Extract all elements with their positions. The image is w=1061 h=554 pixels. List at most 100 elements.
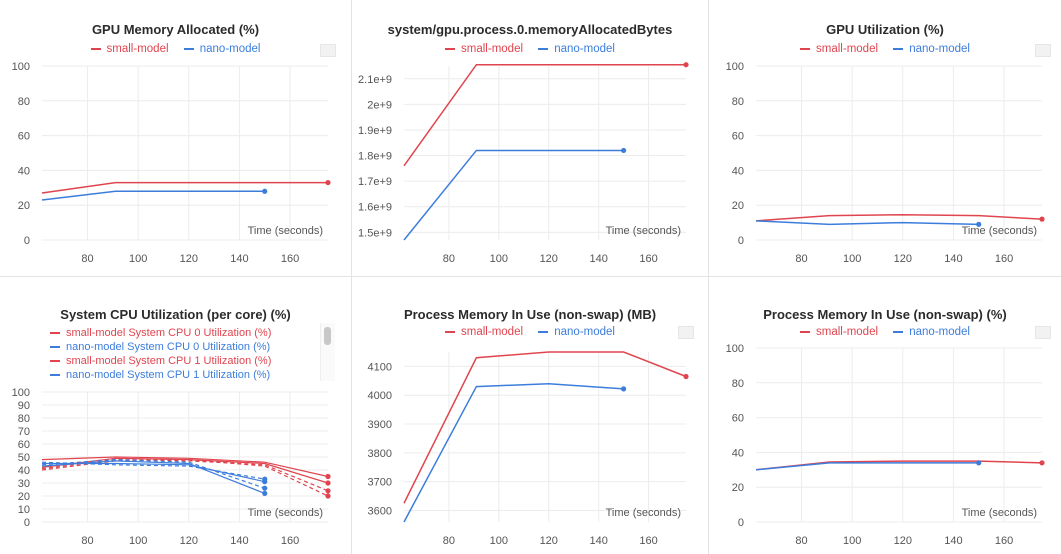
legend-toggle-box[interactable]	[678, 326, 694, 339]
y-tick-label: 0	[738, 235, 744, 247]
panel-title: System CPU Utilization (per core) (%)	[60, 307, 291, 322]
panel-gpu-utilization[interactable]: GPU Utilization (%) small-model nano-mod…	[709, 0, 1061, 277]
legend: small-model nano-model	[709, 326, 1061, 338]
y-tick-label: 30	[18, 478, 30, 490]
x-tick-label: 160	[995, 535, 1013, 547]
legend-item-red[interactable]: small-model	[800, 43, 878, 55]
y-tick-label: 4100	[368, 361, 392, 373]
series-end-point	[262, 476, 268, 482]
panel-process-memory-percent[interactable]: Process Memory In Use (non-swap) (%) sma…	[709, 277, 1061, 554]
series-end-point	[325, 488, 331, 494]
cpu-legend-row[interactable]: nano-model System CPU 1 Utilization (%)	[50, 368, 271, 382]
series-line	[41, 456, 329, 478]
y-tick-label: 40	[732, 165, 744, 177]
panel-title: Process Memory In Use (non-swap) (%)	[763, 307, 1007, 322]
panel-system-cpu-utilization[interactable]: System CPU Utilization (per core) (%)	[0, 277, 352, 554]
panel-title: Process Memory In Use (non-swap) (MB)	[403, 307, 657, 322]
x-tick-label: 120	[180, 253, 198, 265]
legend-label: nano-model	[554, 326, 615, 338]
legend-toggle-box[interactable]	[320, 44, 336, 57]
series-end-point	[621, 386, 627, 392]
y-tick-label: 1.8e+9	[358, 151, 392, 163]
series-end-point	[1039, 460, 1045, 466]
series-end-point	[262, 490, 268, 496]
y-tick-label: 80	[732, 378, 744, 390]
x-tick-label: 100	[490, 253, 508, 265]
y-tick-label: 60	[732, 413, 744, 425]
legend-item-blue[interactable]: nano-model	[538, 326, 615, 338]
legend-toggle-box[interactable]	[1035, 44, 1051, 57]
legend-label: nano-model System CPU 0 Utilization (%)	[66, 341, 271, 353]
series-end-point	[325, 480, 331, 486]
x-tick-label: 140	[589, 253, 607, 265]
panel-title: GPU Utilization (%)	[826, 22, 944, 37]
legend-toggle-box[interactable]	[1035, 326, 1051, 339]
legend-item-red[interactable]: small-model	[800, 326, 878, 338]
cpu-legend-row[interactable]: small-model System CPU 0 Utilization (%)	[50, 326, 271, 340]
x-tick-label: 100	[843, 535, 861, 547]
y-tick-label: 20	[732, 482, 744, 494]
y-tick-label: 80	[732, 96, 744, 108]
x-tick-label: 120	[540, 253, 558, 265]
x-tick-label: 120	[540, 535, 558, 547]
series-end-point	[1039, 216, 1045, 222]
x-axis-label: Time (seconds)	[248, 225, 323, 237]
legend: small-model nano-model	[0, 43, 351, 55]
x-tick-label: 80	[443, 535, 455, 547]
y-tick-label: 1.6e+9	[358, 202, 392, 214]
x-axis-label: Time (seconds)	[606, 225, 681, 237]
y-tick-label: 60	[732, 131, 744, 143]
cpu-legend-row[interactable]: small-model System CPU 1 Utilization (%)	[50, 354, 271, 368]
y-tick-label: 20	[732, 200, 744, 212]
series-end-point	[262, 485, 268, 491]
series-end-point	[976, 221, 982, 227]
legend-item-red[interactable]: small-model	[445, 43, 523, 55]
x-tick-label: 160	[281, 535, 299, 547]
y-tick-label: 2.1e+9	[358, 74, 392, 86]
y-tick-label: 4000	[368, 390, 392, 402]
legend-item-blue[interactable]: nano-model	[183, 43, 261, 55]
legend-label: nano-model	[199, 43, 261, 55]
cpu-legend-row[interactable]: nano-model System CPU 0 Utilization (%)	[50, 340, 271, 354]
y-tick-label: 3800	[368, 448, 392, 460]
legend-item-red[interactable]: small-model	[90, 43, 169, 55]
legend-item-red[interactable]: small-model	[445, 326, 523, 338]
series-line	[755, 220, 979, 226]
series-end-point	[325, 473, 331, 480]
panel-gpu-memory-allocated[interactable]: GPU Memory Allocated (%) small-model nan…	[0, 0, 352, 277]
legend-scroll-thumb[interactable]	[324, 327, 331, 345]
y-tick-label: 40	[732, 447, 744, 459]
series-end-point	[683, 62, 689, 68]
y-tick-label: 1.5e+9	[358, 227, 392, 239]
cpu-legend-list: small-model System CPU 0 Utilization (%)…	[50, 326, 271, 382]
y-tick-label: 3700	[368, 477, 392, 489]
legend-label: small-model	[106, 43, 169, 55]
legend-scrollbar[interactable]	[320, 323, 335, 381]
x-tick-label: 140	[944, 253, 962, 265]
y-tick-label: 60	[18, 439, 30, 451]
series-end-point	[683, 373, 689, 380]
y-tick-label: 1.9e+9	[358, 125, 392, 137]
x-tick-label: 80	[81, 535, 93, 547]
legend-item-blue[interactable]: nano-model	[538, 43, 615, 55]
x-tick-label: 140	[589, 535, 607, 547]
x-tick-label: 80	[795, 253, 807, 265]
x-tick-label: 100	[843, 253, 861, 265]
y-tick-label: 0	[24, 235, 30, 247]
legend-label: small-model	[461, 43, 524, 55]
x-tick-label: 120	[894, 535, 912, 547]
series-end-point	[621, 147, 627, 154]
x-tick-label: 100	[490, 535, 508, 547]
legend-item-blue[interactable]: nano-model	[893, 43, 970, 55]
x-axis-label: Time (seconds)	[962, 507, 1037, 519]
x-axis-label: Time (seconds)	[962, 225, 1037, 237]
y-tick-label: 70	[18, 426, 30, 438]
y-tick-label: 80	[18, 413, 30, 425]
y-tick-label: 3600	[368, 505, 392, 517]
legend-item-blue[interactable]: nano-model	[893, 326, 970, 338]
